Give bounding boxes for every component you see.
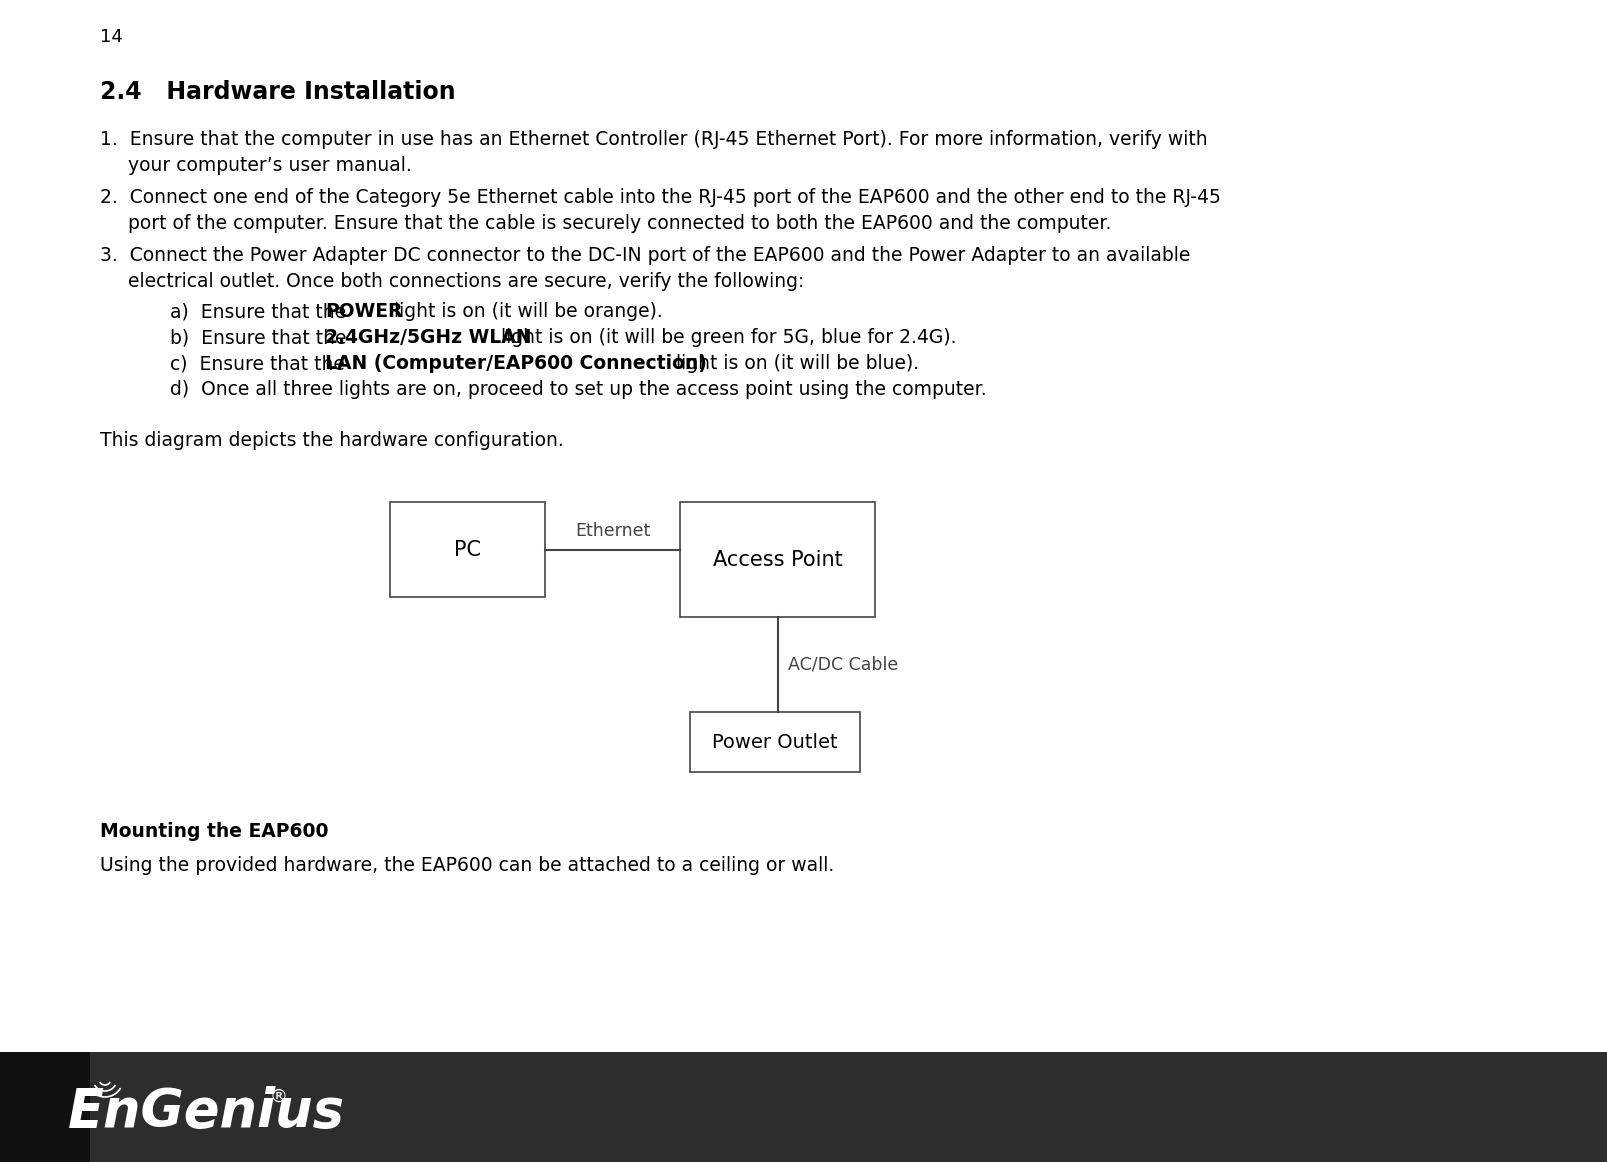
Text: Mounting the EAP600: Mounting the EAP600 bbox=[100, 822, 328, 841]
Text: light is on (it will be orange).: light is on (it will be orange). bbox=[387, 302, 662, 321]
Text: POWER: POWER bbox=[325, 302, 402, 321]
Text: 3.  Connect the Power Adapter DC connector to the DC-IN port of the EAP600 and t: 3. Connect the Power Adapter DC connecto… bbox=[100, 246, 1191, 265]
Text: b)  Ensure that the: b) Ensure that the bbox=[170, 328, 352, 347]
Text: your computer’s user manual.: your computer’s user manual. bbox=[129, 156, 411, 175]
Text: port of the computer. Ensure that the cable is securely connected to both the EA: port of the computer. Ensure that the ca… bbox=[129, 214, 1112, 234]
Text: LAN (Computer/EAP600 Connection): LAN (Computer/EAP600 Connection) bbox=[325, 354, 707, 373]
Text: ®: ® bbox=[270, 1088, 288, 1106]
Text: Ethernet: Ethernet bbox=[575, 522, 651, 539]
Text: 2.4GHz/5GHz WLAN: 2.4GHz/5GHz WLAN bbox=[325, 328, 532, 347]
Text: electrical outlet. Once both connections are secure, verify the following:: electrical outlet. Once both connections… bbox=[129, 272, 805, 290]
Text: This diagram depicts the hardware configuration.: This diagram depicts the hardware config… bbox=[100, 431, 564, 450]
Text: Power Outlet: Power Outlet bbox=[712, 732, 837, 752]
Text: 2.  Connect one end of the Category 5e Ethernet cable into the RJ-45 port of the: 2. Connect one end of the Category 5e Et… bbox=[100, 188, 1221, 207]
Bar bbox=[0, 1052, 1607, 1162]
Text: Using the provided hardware, the EAP600 can be attached to a ceiling or wall.: Using the provided hardware, the EAP600 … bbox=[100, 856, 834, 875]
Text: a)  Ensure that the: a) Ensure that the bbox=[170, 302, 352, 321]
Text: 14: 14 bbox=[100, 28, 122, 46]
Text: 2.4   Hardware Installation: 2.4 Hardware Installation bbox=[100, 80, 456, 105]
Text: EnGenius: EnGenius bbox=[67, 1086, 346, 1138]
Bar bbox=[680, 502, 874, 617]
Text: Access Point: Access Point bbox=[712, 550, 842, 569]
Bar bbox=[689, 712, 860, 772]
Text: d)  Once all three lights are on, proceed to set up the access point using the c: d) Once all three lights are on, proceed… bbox=[170, 380, 987, 399]
Text: PC: PC bbox=[455, 539, 480, 559]
Text: c)  Ensure that the: c) Ensure that the bbox=[170, 354, 350, 373]
Text: AC/DC Cable: AC/DC Cable bbox=[787, 655, 898, 674]
Text: 1.  Ensure that the computer in use has an Ethernet Controller (RJ-45 Ethernet P: 1. Ensure that the computer in use has a… bbox=[100, 130, 1207, 149]
Bar bbox=[391, 502, 545, 597]
Bar bbox=[0, 1052, 90, 1162]
Text: light is on (it will be green for 5G, blue for 2.4G).: light is on (it will be green for 5G, bl… bbox=[495, 328, 956, 347]
Text: light is on (it will be blue).: light is on (it will be blue). bbox=[670, 354, 919, 373]
